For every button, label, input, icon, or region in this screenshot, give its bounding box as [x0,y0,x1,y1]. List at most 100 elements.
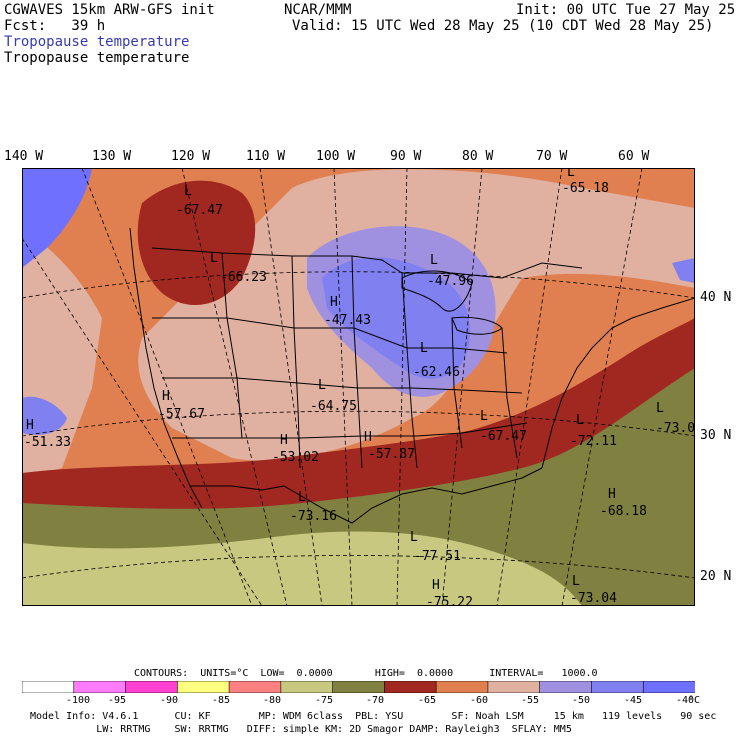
gridline-lon [561,168,643,606]
init-time: Init: 00 UTC Tue 27 May 25 [516,2,736,18]
map-frame [22,168,695,606]
colorbar-swatch [384,681,437,693]
colorbar-swatch [73,681,127,693]
extremum-value: -47.43 [324,313,371,328]
extremum-value: -47.96 [427,274,474,289]
colorbar-swatch [22,681,75,693]
gridline-lon [396,168,408,606]
extremum-type: L [576,413,584,428]
fill-blue-pacific [22,396,67,435]
field-name: Tropopause temperature [4,50,190,66]
lon-label: 120 W [171,149,211,164]
extremum-type: L [430,253,438,268]
colorbar-swatch [332,681,386,693]
lon-label: 130 W [92,149,132,164]
colorbar-swatch [228,681,282,693]
mexico-border [190,485,285,491]
extremum-type: L [410,530,418,545]
gridline-lon [22,237,263,606]
state-lines-2 [152,317,528,439]
extremum-value: -75.22 [426,595,473,606]
extremum-type: L [210,251,218,266]
gridline-lat [22,410,695,437]
extremum-type: L [420,341,428,356]
west-coast-line [129,227,203,509]
colorbar-unit: °C [688,695,701,706]
extremum-value: -77.51 [414,549,461,564]
fill-blue-ne [672,258,695,283]
organization: NCAR/MMM [284,2,352,18]
gridline-lon [441,168,483,606]
extremum-type: H [280,433,288,448]
field-name-blue: Tropopause temperature [4,34,190,50]
colorbar-swatch [435,681,489,693]
extremum-value: -73.0 [656,421,695,436]
extremum-value: -67.47 [176,203,223,218]
model-info-line2: LW: RRTMG SW: RRTMG DIFF: simple KM: 2D … [30,724,572,735]
extremum-type: -65.18 [562,181,609,196]
gridline-lon [496,168,563,606]
colorbar-label: -40 [676,695,695,706]
extremum-type: H [432,578,440,593]
canada-border [151,247,583,279]
gridline-lon [333,168,353,606]
colorbar-label: -90 [160,695,179,706]
extremum-value: -53.02 [272,450,319,465]
contour-info: CONTOURS: UNITS=°C LOW= 0.0000 HIGH= 0.0… [134,668,598,679]
gridline-lat [22,271,695,299]
extremum-type: H [162,389,170,404]
colorbar-swatch [280,681,334,693]
extremum-type: L [567,168,575,180]
gridline-lat [22,555,695,579]
model-title: CGWAVES 15km ARW-GFS init [4,2,215,18]
colorbar-label: -100 [66,695,91,706]
extremum-type: L [318,378,326,393]
valid-time: Valid: 15 UTC Wed 28 May 25 (10 CDT Wed … [292,18,714,34]
fill-lightolive [22,531,582,606]
extremum-value: -66.23 [220,270,267,285]
gulf-coast-line [283,467,543,524]
gridline-lon [259,168,323,606]
great-lakes [401,270,473,312]
lat-label: 40 N [700,290,732,305]
extremum-value: -57.67 [158,407,205,422]
lon-label: 140 W [4,149,44,164]
tropopause-temperature-map: L -67.47 L -65.18 L -66.23 L -47.96 H -4… [22,168,695,606]
extremum-value: -72.11 [570,434,617,449]
east-coast-line [541,297,695,469]
gridline-lon [81,168,253,606]
colorbar-swatch [539,681,593,693]
extremum-value: -51.33 [24,435,71,450]
colorbar-swatch [642,681,695,693]
fill-darkred-nw [137,180,256,305]
extremum-type: L [184,184,192,199]
extremum-type: L [298,490,306,505]
lon-label: 60 W [618,149,650,164]
extremum-type: H [26,418,34,433]
gridline-lon [181,168,288,606]
colorbar-swatch [125,681,179,693]
state-lines [221,252,518,469]
forecast-hour: Fcst: 39 h [4,18,106,34]
extremum-value: -67.47 [480,429,527,444]
extremum-value: -62.46 [413,365,460,380]
extremum-type: H [364,430,372,445]
colorbar-label: -55 [521,695,540,706]
extremum-type: H [330,295,338,310]
colorbar-label: -75 [315,695,334,706]
extremum-value: -73.04 [570,591,617,606]
colorbar-swatch [591,681,645,693]
lon-label: 110 W [246,149,286,164]
colorbar-label: -45 [624,695,643,706]
colorbar-label: -95 [108,695,127,706]
colorbar-label: -60 [470,695,489,706]
extremum-value: -73.16 [290,509,337,524]
lon-label: 80 W [462,149,494,164]
extremum-value: -57.87 [368,447,415,462]
fill-blue-west [22,168,92,268]
colorbar-label: -80 [263,695,282,706]
extremum-type: L [656,401,664,416]
colorbar-swatch [177,681,230,693]
lon-label: 70 W [536,149,568,164]
colorbar-label: -70 [366,695,385,706]
